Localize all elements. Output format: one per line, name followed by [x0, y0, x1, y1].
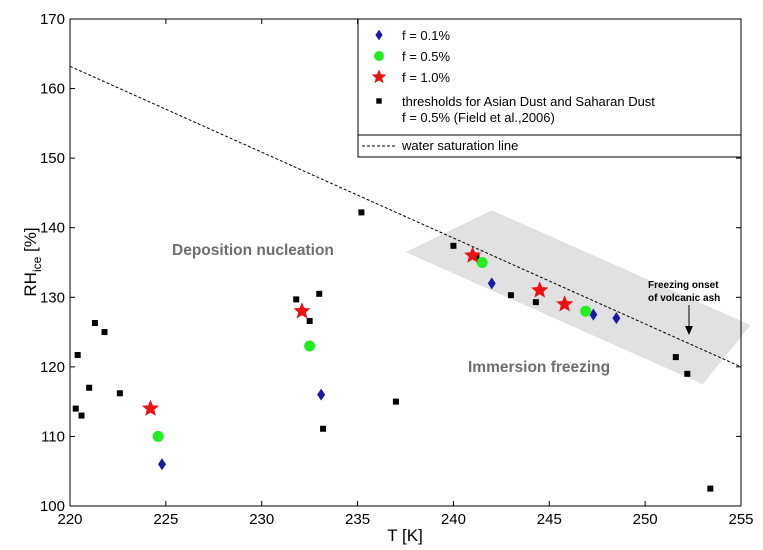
square-point: [91, 320, 98, 327]
diamond-point: [158, 458, 167, 471]
x-tick-label: 245: [537, 511, 562, 528]
y-tick-label: 100: [40, 498, 65, 515]
y-tick-label: 130: [40, 289, 65, 306]
square-point: [86, 384, 93, 391]
diamond-point: [589, 308, 598, 321]
y-axis-label: RHice [%]: [21, 227, 44, 296]
legend: f = 0.1% f = 0.5% f = 1.0% thresholds for A…: [357, 18, 742, 158]
shaded-band: [405, 210, 751, 385]
square-point: [293, 296, 300, 303]
circle-point: [580, 305, 592, 317]
x-tick-label: 240: [441, 511, 466, 528]
freezing-onset-label: Freezing onset: [648, 280, 719, 291]
y-tick-label: 110: [41, 428, 65, 445]
square-point: [392, 398, 399, 405]
y-tick-label: 160: [40, 81, 65, 98]
square-point: [707, 485, 714, 492]
x-tick-label: 250: [633, 511, 658, 528]
legend-box: [357, 18, 742, 158]
square-point: [358, 209, 365, 216]
square-point: [101, 329, 108, 336]
x-tick-label: 225: [153, 511, 178, 528]
y-tick-label: 120: [40, 359, 65, 376]
x-tick-label: 230: [249, 511, 274, 528]
x-tick-label: 235: [345, 511, 370, 528]
square-point: [116, 390, 123, 397]
square-point: [507, 292, 514, 299]
circle-point: [476, 257, 488, 268]
band-layer: [405, 210, 751, 385]
square-point: [72, 405, 79, 412]
legend-label: f = 1.0%: [402, 70, 450, 85]
square-point: [450, 242, 457, 249]
star-point: [464, 246, 482, 263]
x-axis-label: T [K]: [387, 526, 423, 545]
water-saturation-line: [69, 65, 742, 368]
deposition-nucleation-label: Deposition nucleation: [172, 242, 334, 259]
square-point: [306, 317, 313, 324]
square-point: [532, 299, 539, 306]
square-point: [78, 412, 85, 419]
legend-items: f = 0.1% f = 0.5% f = 1.0% thresholds for A…: [371, 28, 655, 125]
y-axis: 100 110 120 130 140 150 160 170: [40, 11, 741, 515]
water-saturation-layer: [69, 65, 742, 368]
x-tick-label: 220: [57, 511, 82, 528]
legend-label: f = 0.1%: [402, 28, 450, 43]
star-point: [142, 399, 160, 416]
x-tick-label: 255: [728, 511, 753, 528]
square-point: [473, 253, 480, 260]
square-point: [672, 354, 679, 361]
freezing-onset-arrowhead: [685, 326, 693, 335]
y-tick-label: 150: [40, 150, 65, 167]
legend-marker-diamond: [375, 29, 383, 41]
square-point: [74, 352, 81, 359]
star-point: [556, 295, 574, 312]
star-point: [293, 302, 311, 319]
y-tick-label: 170: [40, 11, 65, 28]
legend-label-water-saturation: water saturation line: [401, 138, 518, 153]
star-point: [531, 281, 549, 298]
legend-label: thresholds for Asian Dust and Saharan Du…: [402, 94, 655, 109]
diamond-point: [317, 388, 326, 401]
square-point: [684, 370, 691, 377]
legend-label-line2: f = 0.5% (Field et al.,2006): [402, 110, 555, 125]
circle-point: [152, 430, 164, 442]
square-point: [320, 425, 327, 432]
freezing-onset-label-line2: of volcanic ash: [648, 293, 720, 304]
diamond-point: [612, 312, 621, 325]
data-points: [72, 209, 714, 492]
circle-point: [304, 340, 316, 352]
legend-marker-circle: [374, 51, 384, 61]
diamond-point: [487, 277, 496, 290]
square-point: [316, 290, 323, 297]
legend-marker-star: [371, 69, 387, 84]
y-tick-label: 140: [40, 220, 65, 237]
legend-label: f = 0.5%: [402, 49, 450, 64]
immersion-freezing-label: Immersion freezing: [468, 359, 610, 376]
legend-marker-square: [376, 98, 382, 104]
